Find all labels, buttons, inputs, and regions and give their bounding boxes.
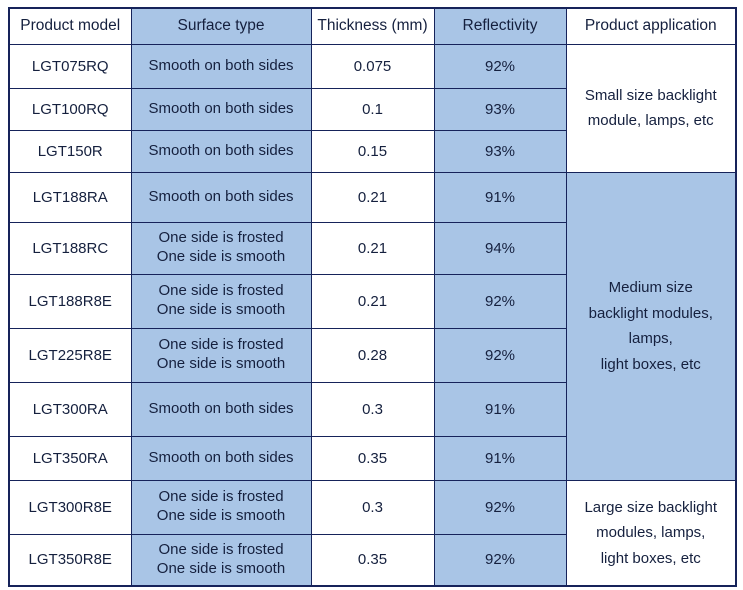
thickness-cell: 0.3 xyxy=(310,381,435,437)
product-spec-table: Product model Surface type Thickness (mm… xyxy=(8,7,737,587)
surface-cell: One side is frosted One side is smooth xyxy=(130,327,312,383)
header-surface-type: Surface type xyxy=(130,7,312,45)
model-cell: LGT188R8E xyxy=(8,273,132,329)
model-cell: LGT225R8E xyxy=(8,327,132,383)
reflectivity-cell: 92% xyxy=(433,43,567,89)
surface-cell: One side is frosted One side is smooth xyxy=(130,479,312,535)
surface-cell: Smooth on both sides xyxy=(130,171,312,223)
reflectivity-cell: 91% xyxy=(433,381,567,437)
header-row: Product model Surface type Thickness (mm… xyxy=(8,7,737,45)
reflectivity-cell: 92% xyxy=(433,533,567,587)
header-product-model: Product model xyxy=(8,7,132,45)
table-row: LGT075RQ Smooth on both sides 0.075 92% … xyxy=(8,43,737,173)
thickness-cell: 0.21 xyxy=(310,273,435,329)
model-cell: LGT075RQ xyxy=(8,43,132,89)
model-cell: LGT350RA xyxy=(8,435,132,481)
thickness-cell: 0.35 xyxy=(310,435,435,481)
thickness-cell: 0.21 xyxy=(310,221,435,275)
thickness-cell: 0.35 xyxy=(310,533,435,587)
reflectivity-cell: 91% xyxy=(433,435,567,481)
application-cell-medium: Medium size backlight modules, lamps, li… xyxy=(565,171,737,481)
reflectivity-cell: 94% xyxy=(433,221,567,275)
application-cell-small: Small size backlight module, lamps, etc xyxy=(565,43,737,173)
model-cell: LGT188RA xyxy=(8,171,132,223)
thickness-cell: 0.1 xyxy=(310,87,435,131)
application-cell-large: Large size backlight modules, lamps, lig… xyxy=(565,479,737,587)
reflectivity-cell: 92% xyxy=(433,479,567,535)
reflectivity-cell: 92% xyxy=(433,327,567,383)
table-row: LGT188R8E One side is frosted One side i… xyxy=(8,273,736,329)
table-row: LGT350RA Smooth on both sides 0.35 91% xyxy=(8,435,736,481)
model-cell: LGT350R8E xyxy=(8,533,132,587)
table-row: LGT350R8E One side is frosted One side i… xyxy=(8,533,736,587)
table-row: LGT188RA Smooth on both sides 0.21 91% M… xyxy=(8,171,737,481)
reflectivity-cell: 93% xyxy=(433,87,567,131)
surface-cell: One side is frosted One side is smooth xyxy=(130,533,312,587)
thickness-cell: 0.15 xyxy=(310,129,435,173)
table-row: LGT150R Smooth on both sides 0.15 93% xyxy=(8,129,736,173)
reflectivity-cell: 93% xyxy=(433,129,567,173)
header-reflectivity: Reflectivity xyxy=(433,7,567,45)
model-cell: LGT188RC xyxy=(8,221,132,275)
surface-cell: Smooth on both sides xyxy=(130,435,312,481)
surface-cell: Smooth on both sides xyxy=(130,381,312,437)
thickness-cell: 0.3 xyxy=(310,479,435,535)
model-cell: LGT300R8E xyxy=(8,479,132,535)
table-row: LGT300RA Smooth on both sides 0.3 91% xyxy=(8,381,736,437)
thickness-cell: 0.21 xyxy=(310,171,435,223)
header-thickness: Thickness (mm) xyxy=(310,7,435,45)
surface-cell: One side is frosted One side is smooth xyxy=(130,221,312,275)
surface-cell: Smooth on both sides xyxy=(130,87,312,131)
table-row: LGT100RQ Smooth on both sides 0.1 93% xyxy=(8,87,736,131)
header-product-application: Product application xyxy=(565,7,737,45)
surface-cell: Smooth on both sides xyxy=(130,43,312,89)
reflectivity-cell: 91% xyxy=(433,171,567,223)
thickness-cell: 0.28 xyxy=(310,327,435,383)
table-row: LGT188RC One side is frosted One side is… xyxy=(8,221,736,275)
thickness-cell: 0.075 xyxy=(310,43,435,89)
table-row: LGT300R8E One side is frosted One side i… xyxy=(8,479,737,587)
surface-cell: Smooth on both sides xyxy=(130,129,312,173)
model-cell: LGT150R xyxy=(8,129,132,173)
table-row: LGT225R8E One side is frosted One side i… xyxy=(8,327,736,383)
model-cell: LGT300RA xyxy=(8,381,132,437)
surface-cell: One side is frosted One side is smooth xyxy=(130,273,312,329)
reflectivity-cell: 92% xyxy=(433,273,567,329)
model-cell: LGT100RQ xyxy=(8,87,132,131)
